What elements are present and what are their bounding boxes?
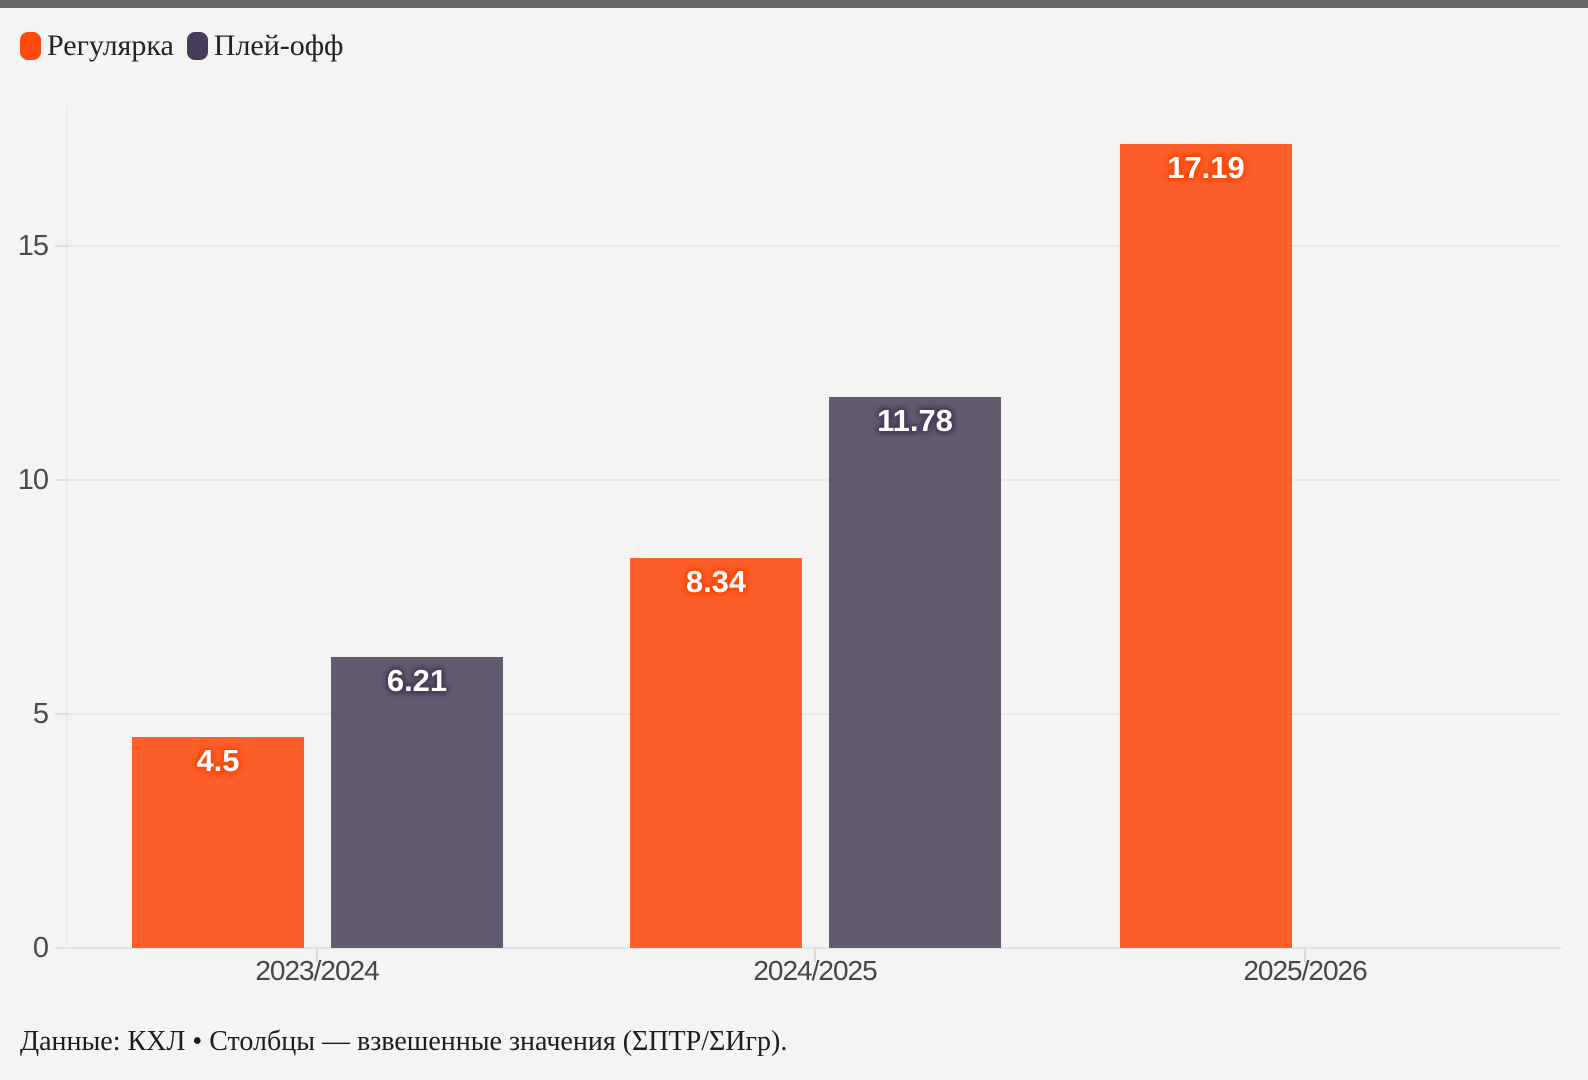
bar: 6.21: [331, 657, 503, 948]
legend-item-playoff: Плей-офф: [186, 29, 344, 62]
legend-swatch-playoff: [186, 32, 208, 60]
y-axis-line: [66, 106, 68, 948]
x-axis-tick: [1304, 948, 1306, 962]
bar: 11.78: [829, 397, 1001, 948]
x-axis-tick: [814, 948, 816, 962]
bar-value-label: 11.78: [877, 403, 953, 438]
x-axis-tick-label: 2025/2026: [1243, 955, 1367, 986]
legend-label-regular-season: Регулярка: [47, 29, 174, 62]
bar-value-label: 8.34: [685, 564, 747, 599]
bar: 8.34: [630, 558, 802, 948]
legend-item-regular-season: Регулярка: [20, 31, 174, 61]
y-axis-tick-label: 15: [17, 230, 49, 262]
chart-legend: Регулярка Плей-офф: [20, 31, 344, 61]
y-axis-tick-label: 10: [17, 464, 49, 496]
legend-swatch-regular-season: [20, 32, 41, 60]
legend-label-playoff: Плей-офф: [213, 29, 344, 62]
y-axis-tick-label: 5: [32, 698, 49, 730]
bar: 4.5: [132, 737, 304, 948]
y-axis-tick-label: 0: [32, 932, 49, 964]
y-axis-tick: [55, 245, 68, 247]
bar-value-label: 6.21: [386, 663, 448, 698]
x-axis-line: [55, 947, 1561, 949]
y-axis-tick: [55, 713, 68, 715]
x-axis-tick: [316, 948, 318, 962]
bar: 17.19: [1120, 144, 1292, 948]
data-source-caption: Данные: КХЛ • Столбцы — взвешенные значе…: [20, 1026, 788, 1057]
bar-value-label: 4.5: [196, 743, 240, 778]
top-accent-bar: [0, 0, 1588, 8]
gridline: [68, 245, 1561, 247]
bar-value-label: 17.19: [1167, 150, 1245, 185]
gridline: [68, 713, 1561, 715]
y-axis-tick: [55, 479, 68, 481]
x-axis-tick-label: 2023/2024: [255, 955, 379, 986]
x-axis-tick-label: 2024/2025: [753, 955, 877, 986]
gridline: [68, 479, 1561, 481]
